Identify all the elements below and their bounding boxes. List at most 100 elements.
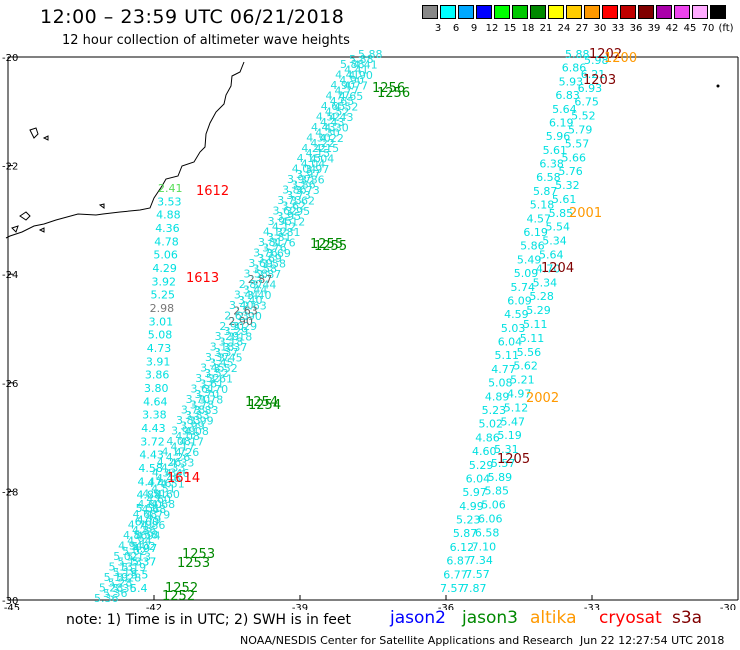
swh-value: 5.02: [478, 418, 503, 431]
swh-value: 5.47: [501, 415, 526, 428]
swh-value: 4.94: [127, 535, 152, 548]
swh-value: 3.58: [244, 267, 269, 280]
swh-value: 5.61: [552, 193, 577, 206]
swh-value: 4.30: [324, 121, 349, 134]
lon-tick-label: -30: [720, 603, 736, 610]
swh-value: 5.23: [482, 404, 507, 417]
swh-value: 3.29: [233, 320, 258, 333]
swh-value: 3.81: [258, 236, 283, 249]
swh-value: 3.40: [238, 294, 263, 307]
swh-value: 4.15: [315, 142, 340, 155]
pass-time-label: 1612: [196, 184, 229, 199]
satellite-s3a: s3a: [672, 608, 703, 628]
swh-value: 5.36: [103, 587, 128, 600]
swh-value: 6.09: [507, 294, 532, 307]
legend-label: 15: [503, 23, 517, 34]
pass-time-label: 1614: [167, 471, 200, 486]
swh-value: 5.11: [523, 318, 548, 331]
swh-value: 5.64: [552, 103, 577, 116]
swh-value: 3.78: [199, 394, 224, 407]
swh-value: 3.53: [157, 195, 182, 208]
swh-value: 4.43: [311, 121, 336, 134]
swh-value: 3.40: [229, 299, 254, 312]
swh-value: 4.29: [152, 262, 177, 275]
swh-value: 4.17: [180, 435, 205, 448]
legend-swatch: [512, 5, 528, 19]
swh-value: 4.79: [137, 514, 162, 527]
swh-value: 6.87: [446, 555, 471, 568]
swh-value: 4.94: [118, 540, 143, 553]
legend-swatch: [548, 5, 564, 19]
swh-value: 4.78: [154, 235, 179, 248]
swh-value: 5.79: [568, 123, 593, 136]
swh-value: 2.87: [257, 268, 282, 281]
legend-swatch: [566, 5, 582, 19]
swh-value: 4.64: [143, 395, 168, 408]
swh-value: 5.06: [153, 249, 178, 262]
swh-value: 5.98: [584, 54, 609, 67]
swh-value: 2.90: [237, 310, 261, 323]
pass-time-label: 1205: [497, 452, 530, 467]
swh-value: 6.00: [135, 515, 160, 528]
swh-value: 4.12: [281, 216, 306, 229]
legend-swatch: [530, 5, 546, 19]
swh-value: 2.87: [248, 273, 272, 286]
swh-value: 5.61: [543, 144, 568, 157]
map-frame: -45 -42 -39 -36 -33 -30 -20 -22 -24 -26 -28 -30: [2, 53, 739, 610]
swh-value: 5.97: [462, 486, 487, 499]
swh-value: 5.28: [529, 290, 554, 303]
legend-swatch: [692, 5, 708, 19]
swh-value: 4.77: [326, 89, 351, 102]
swh-value: 4.26: [175, 446, 200, 459]
swh-value: 4.04: [301, 158, 326, 171]
swh-value: 6.86: [562, 62, 587, 75]
swh-value: 5.86: [520, 240, 545, 253]
swh-value: 5.51: [136, 502, 161, 515]
swh-value: 3.29: [224, 325, 249, 338]
swh-value: 4.08: [184, 425, 209, 438]
swh-value: 6.58: [536, 171, 561, 184]
swh-value: 5.36: [94, 592, 119, 605]
swh-value: 5.19: [113, 566, 138, 579]
swh-value: 3.69: [266, 247, 291, 260]
swh-value: 5.87: [533, 185, 558, 198]
swh-value: 5.88: [349, 53, 374, 66]
swh-value: 4.60: [472, 445, 497, 458]
swh-value: 4.68: [142, 503, 167, 516]
swh-value: 3.80: [144, 382, 169, 395]
swh-value: 3.37: [223, 341, 248, 354]
swh-value: 4.68: [133, 508, 158, 521]
swh-value: 3.76: [253, 246, 277, 259]
swh-value: 5.57: [565, 137, 590, 150]
swh-value: 5.96: [546, 130, 571, 143]
swh-value: 4.70: [536, 262, 561, 275]
swh-value: 4.88: [137, 489, 162, 502]
swh-value: 3.70: [186, 393, 211, 406]
swh-value: 5.21: [510, 374, 535, 387]
swh-value: 7.57: [465, 568, 490, 581]
swh-value: 5.88: [358, 48, 383, 61]
swh-value: 4.46: [165, 467, 190, 480]
page-title: 12:00 – 23:59 UTC 06/21/2018: [40, 6, 345, 28]
legend-swatch: [620, 5, 636, 19]
swh-value: 5.32: [555, 179, 580, 192]
swh-value: 3.52: [213, 362, 238, 375]
swh-value: 3.69: [248, 257, 273, 270]
altimeter-tracks: 2.413.534.884.364.785.064.293.925.252.98…: [94, 48, 609, 605]
swh-value: 3.37: [214, 346, 239, 359]
swh-value: 3.37: [205, 351, 230, 364]
swh-value: 4.12: [272, 221, 297, 234]
swh-value: 4.79: [146, 509, 171, 522]
swh-value: 3.97: [296, 168, 321, 181]
swh-value: 5.85: [484, 485, 509, 498]
swh-value: 3.83: [194, 404, 219, 417]
swh-value: 4.51: [151, 482, 176, 495]
swh-value: 2.63: [242, 299, 267, 312]
swh-value: 4.90: [330, 79, 355, 92]
swh-value: 4.65: [330, 95, 355, 108]
swh-value: 3.76: [271, 236, 296, 249]
swh-value: 4.33: [170, 456, 195, 469]
swh-value: 5.12: [504, 401, 528, 414]
pass-time-label: 1204: [541, 261, 574, 276]
legend-label: 3: [434, 23, 442, 34]
